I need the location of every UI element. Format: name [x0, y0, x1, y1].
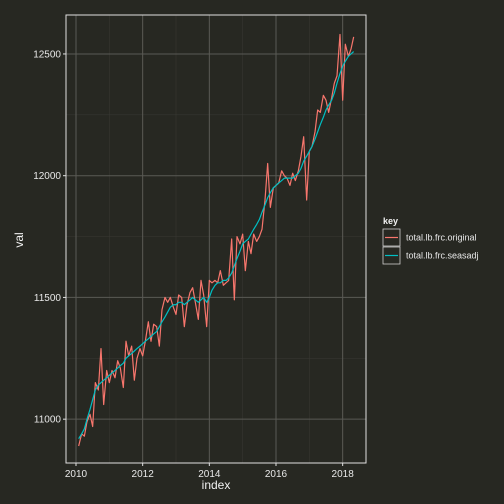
- x-tick-label: 2010: [65, 469, 88, 480]
- x-axis-title: index: [202, 478, 231, 492]
- series-line-original: [78, 33, 355, 447]
- x-tick-label: 2018: [332, 469, 355, 480]
- y-axis-ticks: 11000 11500 12000 12500: [33, 49, 66, 426]
- major-gridlines: [66, 15, 366, 463]
- plot-panel-border: [65, 14, 367, 464]
- series-lines: [78, 33, 355, 447]
- x-tick-label: 2016: [265, 469, 288, 480]
- legend-label: total.lb.frc.original: [406, 233, 477, 243]
- y-tick-label: 11500: [34, 293, 62, 304]
- legend-title: key: [383, 216, 398, 226]
- x-tick-label: 2014: [198, 469, 221, 480]
- x-axis-ticks: 2010 2012 2014 2016 2018: [65, 463, 354, 480]
- y-tick-label: 12000: [33, 171, 61, 182]
- y-tick-label: 11000: [34, 415, 62, 426]
- y-tick-label: 12500: [33, 49, 61, 60]
- x-tick-label: 2012: [132, 469, 155, 480]
- legend: key total.lb.frc.original total.lb.frc.se…: [382, 216, 479, 265]
- series-line-seasadj: [78, 51, 355, 439]
- legend-label: total.lb.frc.seasadj: [406, 251, 479, 261]
- y-axis-title: val: [12, 232, 26, 247]
